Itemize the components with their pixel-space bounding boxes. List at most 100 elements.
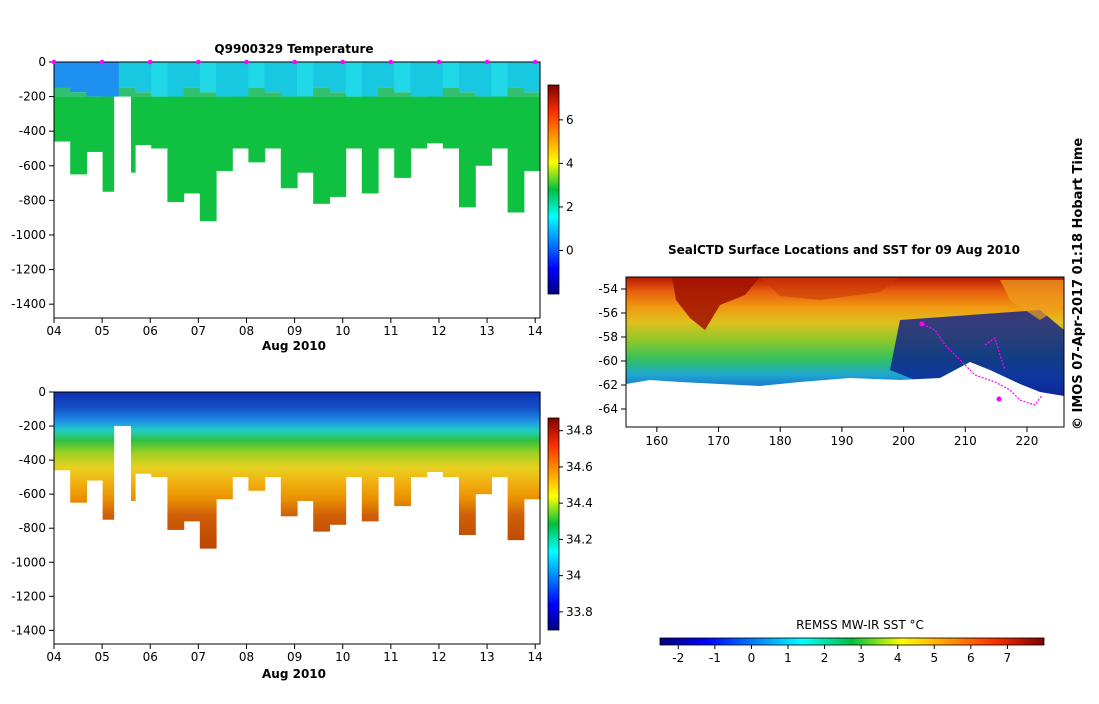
- colorbar-tick-label: 7: [1004, 651, 1012, 665]
- x-tick-label: 05: [94, 650, 109, 664]
- x-tick-label: 13: [479, 650, 494, 664]
- salinity-cell: [345, 392, 363, 478]
- temperature-cell: [70, 92, 87, 97]
- y-tick-label: -60: [598, 354, 618, 368]
- temperature-cell: [216, 62, 233, 97]
- temperature-cell: [426, 96, 444, 144]
- profile-marker: [484, 59, 490, 65]
- salinity-cell: [297, 392, 314, 501]
- x-tick-label: 09: [287, 650, 302, 664]
- x-tick-label: 220: [1016, 434, 1039, 448]
- profile-marker: [244, 59, 249, 65]
- temperature-cell: [410, 96, 428, 149]
- colorbar-tick-label: 6: [566, 113, 574, 127]
- y-tick-label: 0: [38, 385, 46, 399]
- x-tick-label: 11: [383, 650, 398, 664]
- salinity-cell: [167, 392, 185, 530]
- temperature-cell: [264, 62, 282, 93]
- temperature-cell: [183, 62, 201, 88]
- salinity-cell: [426, 392, 444, 473]
- temperature-cell: [345, 62, 363, 97]
- colorbar-tick-label: 33.8: [566, 605, 593, 619]
- temperature-cell: [248, 87, 266, 97]
- salinity-cell: [199, 392, 217, 549]
- profile-marker: [51, 59, 57, 65]
- salinity-cell: [313, 392, 330, 532]
- salinity-cell: [410, 392, 428, 478]
- temperature-cell: [199, 92, 217, 97]
- temperature-cell: [442, 96, 460, 149]
- colorbar-tick-label: 1: [784, 651, 792, 665]
- y-tick-label: -62: [598, 378, 618, 392]
- temperature-cell: [459, 96, 476, 208]
- temperature-cell: [410, 62, 428, 97]
- y-tick-label: -200: [19, 419, 46, 433]
- temperature-cell: [459, 62, 476, 93]
- imos-credit: © IMOS 07-Apr-2017 01:18 Hobart Time: [1071, 138, 1086, 430]
- colorbar-tick-label: 34.4: [566, 496, 593, 510]
- salinity-cell: [70, 392, 87, 503]
- temperature-cell: [378, 87, 395, 97]
- colorbar-tick-label: 2: [566, 200, 574, 214]
- temperature-cell: [264, 92, 282, 97]
- salinity-cell: [216, 392, 233, 500]
- colorbar-tick-label: -1: [709, 651, 721, 665]
- temperature-y-ticks: 0 -200 -400 -600 -800 -1000 -1200 -1400: [11, 55, 54, 311]
- temperature-cell: [54, 62, 71, 88]
- x-tick-label: 06: [143, 650, 158, 664]
- temperature-cell: [248, 96, 266, 163]
- x-tick-label: 200: [892, 434, 915, 448]
- temperature-axes-frame: [53, 61, 541, 319]
- temperature-cell: [199, 62, 217, 93]
- x-tick-label: 170: [707, 434, 730, 448]
- antarctic-land: [626, 362, 1064, 427]
- cold-sst-region: [890, 310, 1064, 400]
- salinity-cell: [491, 392, 509, 478]
- y-tick-label: -400: [19, 124, 46, 138]
- salinity-heatmap: [54, 392, 541, 644]
- colorbar-tick-label: 34.2: [566, 532, 593, 546]
- sst-field: [626, 277, 1064, 427]
- temperature-cell: [313, 87, 330, 97]
- profile-marker: [147, 59, 153, 65]
- profile-marker: [292, 59, 297, 65]
- x-tick-label: 190: [830, 434, 853, 448]
- y-tick-label: -1400: [11, 623, 46, 637]
- salinity-cell: [329, 392, 347, 525]
- data-gap: [114, 96, 131, 318]
- temperature-cell: [264, 96, 282, 149]
- y-tick-label: -58: [598, 330, 618, 344]
- salinity-cell: [232, 392, 249, 478]
- temperature-cell: [329, 62, 347, 93]
- temperature-title: Q9900329 Temperature: [214, 42, 373, 56]
- x-tick-label: 160: [645, 434, 668, 448]
- temperature-cell: [297, 62, 314, 101]
- temperature-cell: [313, 62, 330, 88]
- temperature-cell: [394, 92, 411, 97]
- temperature-cell: [523, 96, 541, 171]
- salinity-cell: [442, 392, 460, 478]
- profile-time-markers: [51, 59, 538, 65]
- x-tick-label: 08: [239, 650, 254, 664]
- salinity-colorbar-ticks: 33.8 34 34.2 34.4 34.6 34.8: [559, 424, 593, 619]
- temperature-cell: [475, 96, 492, 166]
- temperature-cell: [280, 96, 298, 189]
- y-tick-label: -600: [19, 159, 46, 173]
- temperature-cell: [313, 96, 330, 204]
- x-tick-label: 04: [46, 324, 61, 338]
- temperature-heatmap: [54, 62, 541, 318]
- temperature-cell: [135, 96, 152, 146]
- temperature-cell: [232, 62, 249, 101]
- colorbar-tick-label: 4: [566, 156, 574, 170]
- temperature-colorbar-ticks: 0 2 4 6: [559, 113, 574, 257]
- profile-marker: [99, 59, 105, 65]
- temperature-cell: [248, 62, 266, 88]
- x-tick-label: 10: [335, 324, 350, 338]
- colorbar-tick-label: -2: [672, 651, 684, 665]
- temperature-cell: [86, 62, 104, 97]
- map-x-ticks: 160 170 180 190 200 210 220: [645, 427, 1038, 448]
- salinity-cell: [86, 392, 104, 481]
- salinity-cell: [475, 392, 492, 495]
- y-tick-label: -600: [19, 487, 46, 501]
